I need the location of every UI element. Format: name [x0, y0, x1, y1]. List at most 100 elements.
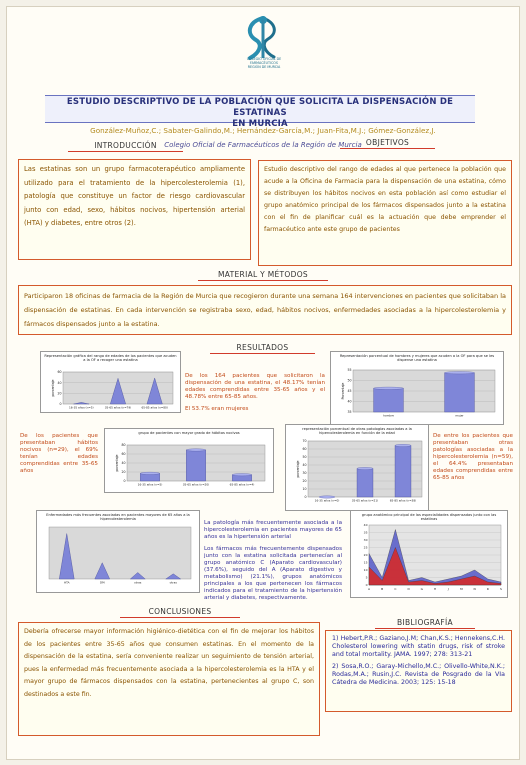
bar	[59, 533, 75, 580]
chart-title: representación porcentual de otras patol…	[302, 427, 412, 436]
y-tick-label: 10	[364, 568, 368, 572]
chart-anatomical-groups-plot: 0 5 10 15 20 25 30 35 40 A B C D G H J M N R S	[364, 523, 502, 591]
logo-caption: COLEGIO OFICIAL DE FARMACÉUTICOS REGIÓN …	[232, 57, 296, 69]
bar-cap	[373, 386, 404, 390]
y-tick-label: 40	[364, 523, 368, 527]
x-tick-label: R	[487, 587, 489, 591]
y-tick-label: 30	[364, 538, 368, 542]
y-tick-label: 20	[57, 392, 61, 396]
results-heading: RESULTADOS	[210, 343, 315, 354]
x-tick-label: S	[500, 587, 502, 591]
bar	[394, 445, 412, 498]
y-axis-label: porcentaje	[51, 379, 55, 396]
x-tick-label: otras	[170, 581, 178, 585]
x-tick-label: mujer	[455, 414, 464, 418]
y-tick-label: 15	[364, 561, 368, 565]
x-tick-label: DM	[100, 581, 105, 585]
conclusions-heading: CONCLUSIONES	[120, 607, 240, 618]
results-women-text: El 53.7% eran mujeres	[185, 406, 249, 412]
bar-cap	[140, 471, 160, 475]
x-tick-label: G	[421, 587, 424, 591]
bar	[165, 573, 182, 580]
y-tick-label: 20	[121, 470, 125, 474]
y-tick-label: 35	[347, 410, 351, 414]
x-tick-label: N	[473, 587, 475, 591]
x-tick-label: M	[460, 587, 463, 591]
x-tick-label: 35-65 años (n=79)	[105, 406, 131, 410]
college-logo	[247, 16, 276, 60]
bar	[129, 572, 146, 580]
bar-cap	[394, 444, 412, 447]
y-tick-label: 50	[347, 379, 351, 383]
conclusions-box: Debería ofrecerse mayor información higi…	[18, 622, 320, 736]
x-tick-label: hombre	[383, 414, 394, 418]
y-tick-label: 40	[347, 400, 351, 404]
bar	[94, 562, 111, 580]
bar-cap	[232, 473, 252, 477]
results-hta-text: La patología más frecuentemente asociada…	[204, 520, 342, 540]
reference-2: 2) Sosa,R.O.; Garay-Michello,M.C.; Olive…	[332, 663, 505, 686]
y-axis-label: porcentaje	[296, 460, 300, 477]
y-tick-label: 45	[347, 389, 351, 393]
y-axis-label: porcentaje	[115, 454, 119, 471]
y-tick-label: 5	[366, 576, 368, 580]
bibliography-heading: BIBLIOGRAFÍA	[375, 618, 475, 629]
bar-cap	[444, 371, 475, 375]
results-drugs-text: Los fármacos más frecuentemente dispensa…	[204, 546, 342, 601]
chart-sex: Representación porcentual de hombres y m…	[330, 351, 504, 425]
y-tick-label: 10	[302, 487, 306, 491]
x-tick-label: 65-85 años (n=80)	[141, 406, 167, 410]
bar	[444, 372, 475, 413]
y-tick-label: 60	[121, 452, 125, 456]
x-tick-label: A	[368, 587, 371, 591]
institution: Colegio Oficial de Farmacéuticos de la R…	[164, 141, 362, 149]
y-tick-label: 50	[302, 455, 306, 459]
x-tick-label: 16-35 años (n=0)	[315, 499, 340, 503]
chart-pathologies: representación porcentual de otras patol…	[285, 424, 429, 511]
y-tick-label: 60	[57, 370, 61, 374]
y-axis-label: Porcentaje	[341, 383, 345, 400]
x-tick-label: D	[407, 587, 410, 591]
title-line: ESTUDIO DESCRIPTIVO DE LA POBLACIÓN QUE …	[66, 97, 454, 118]
title-bar	[45, 95, 475, 123]
x-tick-label: H	[434, 587, 436, 591]
y-tick-label: 80	[121, 443, 125, 447]
y-tick-label: 0	[123, 479, 125, 483]
bar-cap	[318, 495, 336, 499]
chart-title: grupo anatómico principal de las especia…	[361, 513, 497, 522]
bar	[73, 402, 90, 405]
chart-title: Enfermedades más frecuentes asociadas en…	[46, 513, 190, 522]
y-tick-label: 20	[302, 479, 306, 483]
y-tick-label: 40	[121, 461, 125, 465]
x-tick-label: 35-65 años (n=20)	[183, 483, 209, 487]
logo-caption-line: COLEGIO OFICIAL DE	[246, 57, 282, 61]
y-tick-label: 0	[366, 583, 368, 587]
x-tick-label: J	[447, 587, 449, 591]
bar	[186, 449, 206, 482]
reference-1: 1) Hebert,P.R.; Gaziano,J.M; Chan,K.S.; …	[332, 635, 505, 658]
bar-cap	[356, 467, 374, 470]
x-tick-label: C	[394, 587, 396, 591]
intro-box: Las estatinas son un grupo farmacoterapé…	[18, 159, 251, 260]
logo-caption-line: REGIÓN DE MURCIA	[247, 65, 281, 69]
y-tick-label: 35	[364, 531, 368, 535]
bar	[110, 377, 126, 405]
y-tick-label: 20	[364, 553, 368, 557]
y-tick-label: 30	[302, 471, 306, 475]
x-tick-label: 16-35 años (n=5)	[69, 406, 94, 410]
y-tick-label: 70	[302, 439, 306, 443]
x-tick-label: 35-65 años (n=21)	[352, 499, 378, 503]
results-pathologies-text: De entre los pacientes que presentaban o…	[433, 433, 513, 481]
y-tick-label: 55	[347, 368, 351, 372]
chart-diseases: Enfermedades más frecuentes asociadas en…	[36, 510, 200, 593]
x-tick-label: HTA	[64, 581, 70, 585]
chart-sex-plot: 35 40 45 50 55 Porcentaje hombre mujer	[341, 368, 496, 418]
authors: González-Muñoz,C.; Sabater-Galindo,M.; H…	[90, 126, 436, 135]
bar	[373, 388, 404, 413]
bar	[356, 468, 374, 498]
logo-caption-line: FARMACÉUTICOS	[250, 61, 278, 65]
chart-title: grupo de pacientes con mayor grado de há…	[138, 431, 240, 435]
x-tick-label: otras	[134, 581, 142, 585]
chart-habits-plot: 0 20 40 60 80 porcentaje 16-35 años (n=5) 35-65…	[115, 443, 266, 487]
chart-diseases-plot: HTA DM otras otras	[48, 526, 192, 585]
